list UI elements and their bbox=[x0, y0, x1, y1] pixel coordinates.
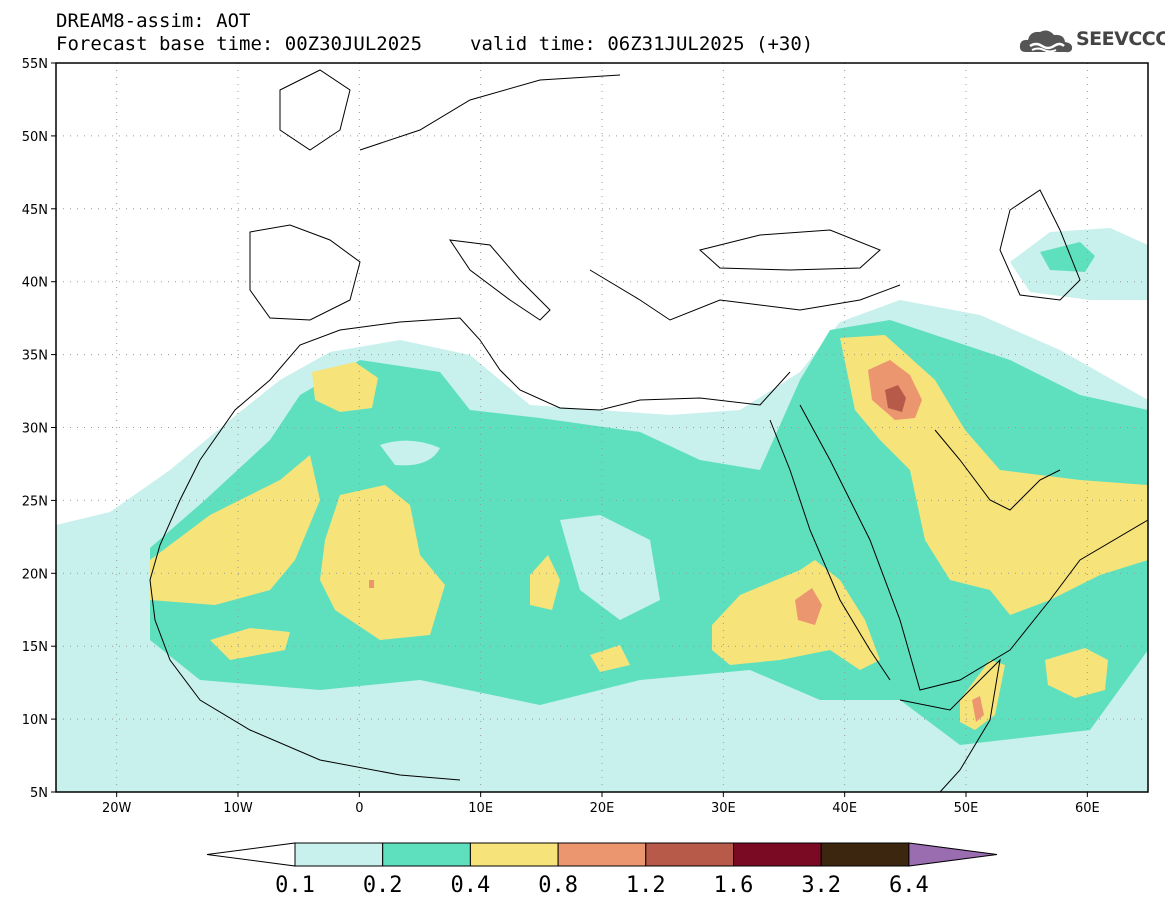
colorbar-segment bbox=[382, 842, 471, 867]
colorbar-label: 0.8 bbox=[538, 873, 578, 898]
lat-lon-grid bbox=[56, 63, 1148, 792]
coast-caspian bbox=[999, 189, 1081, 301]
aot-hole-libya bbox=[560, 515, 660, 620]
colorbar-segment bbox=[820, 842, 910, 867]
lat-label: 35N bbox=[22, 349, 48, 364]
coast-north-europe bbox=[359, 74, 621, 151]
aot-band-0.4-sudan bbox=[712, 560, 880, 670]
colorbar-label: 3.2 bbox=[801, 873, 841, 898]
lat-label: 45N bbox=[22, 203, 48, 218]
lat-label: 25N bbox=[22, 494, 48, 509]
aot-band-1.2-iraq bbox=[885, 385, 906, 412]
lat-label: 5N bbox=[30, 786, 48, 801]
coast-west-africa bbox=[149, 459, 461, 781]
lat-label: 30N bbox=[22, 422, 48, 437]
colorbar-label: 1.2 bbox=[626, 873, 666, 898]
aot-band-0.4-mali bbox=[320, 485, 445, 640]
aot-field bbox=[56, 228, 1148, 792]
coast-horn bbox=[899, 658, 1001, 793]
lon-label: 20W bbox=[102, 801, 132, 816]
lat-label: 55N bbox=[22, 57, 48, 72]
forecast-times: Forecast base time: 00Z30JUL2025 valid ti… bbox=[56, 33, 813, 55]
colorbar-segment bbox=[645, 842, 734, 867]
lon-label: 0 bbox=[355, 801, 363, 816]
lon-label: 30E bbox=[711, 801, 736, 816]
lat-label: 40N bbox=[22, 276, 48, 291]
aot-band-0.2-caspian bbox=[1040, 242, 1095, 272]
cloud-icon bbox=[1019, 30, 1073, 53]
seevccc-logo: SEEVCCC bbox=[1018, 26, 1165, 56]
colorbar-segment bbox=[469, 842, 559, 867]
colorbar-label: 0.4 bbox=[451, 873, 491, 898]
colorbar-labels: 0.1 0.2 0.4 0.8 1.2 1.6 3.2 6.4 bbox=[275, 873, 929, 898]
lat-label: 15N bbox=[22, 640, 48, 655]
coast-arabia bbox=[799, 404, 1149, 691]
coast-black-sea bbox=[698, 229, 881, 271]
logo-text: SEEVCCC bbox=[1076, 28, 1165, 50]
coastlines bbox=[149, 69, 1149, 793]
coast-iberia bbox=[249, 224, 361, 321]
valid-time: valid time: 06Z31JUL2025 (+30) bbox=[470, 33, 814, 55]
coast-britain bbox=[279, 69, 351, 151]
coast-greece-turkey bbox=[589, 269, 901, 321]
aot-band-0.8-sudan bbox=[795, 588, 822, 625]
lon-label: 60E bbox=[1075, 801, 1100, 816]
coast-north-africa bbox=[199, 317, 791, 461]
aot-hole-atlas bbox=[380, 440, 440, 466]
colorbar-label: 1.6 bbox=[714, 873, 754, 898]
coast-gulf bbox=[934, 429, 1061, 511]
lat-axis: 55N 50N 45N 40N 35N 30N 25N 20N 15N 10N 5N bbox=[22, 57, 56, 801]
lat-label: 10N bbox=[22, 713, 48, 728]
map-title: DREAM8-assim: AOT bbox=[56, 10, 251, 32]
aot-band-0.4-algeria bbox=[312, 362, 378, 412]
aot-band-0.4-somalia bbox=[960, 660, 1005, 730]
colorbar-low-arrow bbox=[206, 842, 296, 867]
lon-label: 10W bbox=[223, 801, 253, 816]
coast-italy bbox=[448, 239, 551, 321]
aot-band-0.4-chad bbox=[530, 555, 560, 610]
colorbar bbox=[206, 842, 998, 867]
colorbar-segment bbox=[294, 842, 384, 867]
aot-band-0.4-mauritania bbox=[150, 455, 320, 605]
lon-label: 20E bbox=[590, 801, 615, 816]
colorbar-label: 6.4 bbox=[889, 873, 929, 898]
coast-red-sea bbox=[769, 419, 891, 681]
aot-band-0.4-darfur bbox=[590, 645, 630, 672]
lon-label: 50E bbox=[954, 801, 979, 816]
aot-band-0.4-sahel bbox=[210, 628, 290, 660]
aot-band-0.8-mali bbox=[369, 580, 374, 588]
colorbar-label: 0.1 bbox=[275, 873, 315, 898]
lon-label: 40E bbox=[832, 801, 857, 816]
colorbar-segment bbox=[733, 842, 822, 867]
colorbar-label: 0.2 bbox=[363, 873, 403, 898]
aot-band-0.4-arabian-sea bbox=[1045, 648, 1108, 698]
lat-label: 20N bbox=[22, 567, 48, 582]
lon-axis: 20W 10W 0 10E 20E 30E 40E 50E 60E bbox=[102, 792, 1100, 816]
base-time: Forecast base time: 00Z30JUL2025 bbox=[56, 33, 423, 55]
lon-label: 10E bbox=[468, 801, 493, 816]
lat-label: 50N bbox=[22, 130, 48, 145]
colorbar-high-arrow bbox=[908, 842, 998, 867]
colorbar-segment bbox=[557, 842, 647, 867]
aot-band-0.8-somalia bbox=[972, 696, 984, 722]
